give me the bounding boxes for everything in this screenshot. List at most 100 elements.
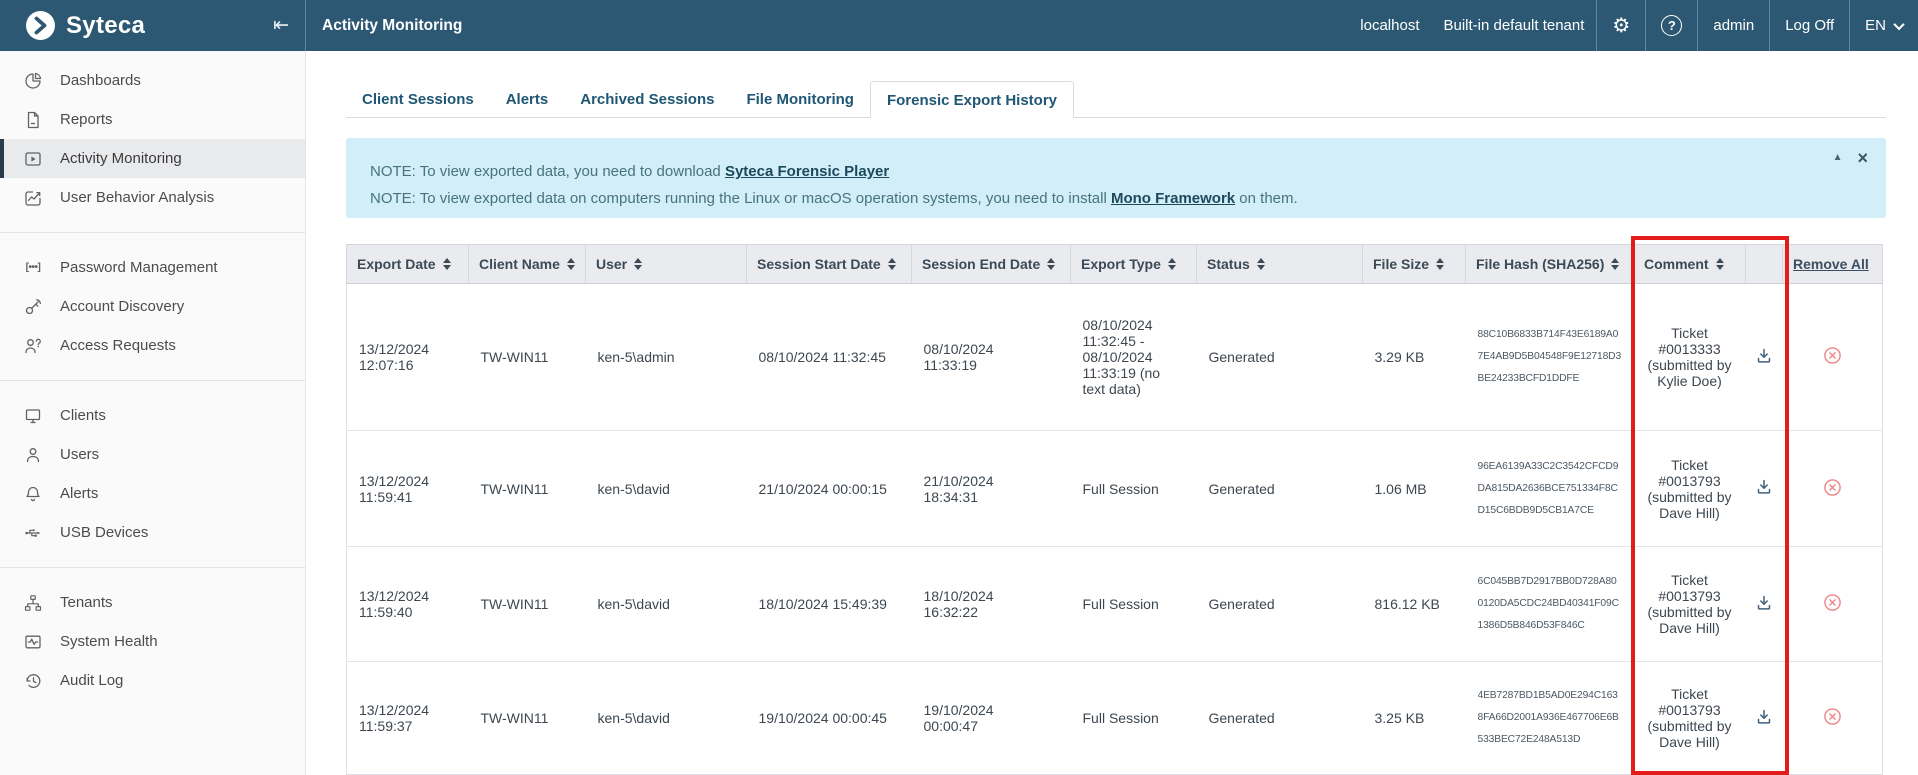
table-row: 13/12/2024 11:59:41 TW-WIN11 ken-5\david… xyxy=(346,430,1883,547)
col-header-comment[interactable]: Comment xyxy=(1633,244,1746,284)
status-cell: Generated xyxy=(1196,661,1363,775)
user-cell: ken-5\david xyxy=(585,430,747,547)
sort-icon xyxy=(634,258,643,270)
language-selector[interactable]: EN xyxy=(1850,0,1918,51)
col-header-export-type[interactable]: Export Type xyxy=(1070,244,1197,284)
download-icon[interactable] xyxy=(1755,478,1773,496)
syteca-logo-icon xyxy=(26,11,55,40)
col-header-user[interactable]: User xyxy=(585,244,747,284)
client-name-cell: TW-WIN11 xyxy=(468,546,586,662)
col-header-session-start-date[interactable]: Session Start Date xyxy=(746,244,912,284)
tab-alerts[interactable]: Alerts xyxy=(505,90,549,108)
divider xyxy=(1596,0,1598,51)
session-start-cell: 19/10/2024 00:00:45 xyxy=(746,661,912,775)
sort-icon xyxy=(1715,258,1724,270)
remove-icon[interactable] xyxy=(1823,593,1842,612)
tab-file-monitoring[interactable]: File Monitoring xyxy=(746,90,854,108)
sidebar-item-label: Audit Log xyxy=(60,672,124,689)
key-icon xyxy=(22,298,44,316)
sidebar-item-account-discovery[interactable]: Account Discovery xyxy=(0,287,305,326)
download-icon[interactable] xyxy=(1755,708,1773,726)
logoff-button[interactable]: Log Off xyxy=(1785,17,1835,34)
tab-client-sessions[interactable]: Client Sessions xyxy=(362,90,474,108)
sidebar-item-password-management[interactable]: [•••] Password Management xyxy=(0,248,305,287)
session-end-cell: 08/10/2024 11:33:19 xyxy=(923,341,994,373)
remove-all-link[interactable]: Remove All xyxy=(1793,256,1869,272)
remove-all-header: Remove All xyxy=(1782,244,1883,284)
forensic-player-link[interactable]: Syteca Forensic Player xyxy=(724,163,890,180)
person-icon xyxy=(22,446,44,464)
session-end-cell: 19/10/2024 00:00:47 xyxy=(923,702,994,734)
remove-icon[interactable] xyxy=(1823,346,1842,365)
sidebar-item-label: Reports xyxy=(60,111,113,128)
remove-icon[interactable] xyxy=(1823,707,1842,726)
usb-icon xyxy=(22,524,44,542)
col-header-export-date[interactable]: Export Date xyxy=(346,244,469,284)
help-button[interactable]: ? xyxy=(1646,0,1697,51)
divider xyxy=(1697,0,1699,51)
sort-icon xyxy=(887,258,896,270)
topbar-right: localhost Built-in default tenant ⚙ ? ad… xyxy=(1348,0,1918,51)
sidebar-collapse-icon[interactable]: ⇤ xyxy=(273,15,289,36)
content-area: Client Sessions Alerts Archived Sessions… xyxy=(306,51,1918,775)
table-row: 13/12/2024 11:59:40 TW-WIN11 ken-5\david… xyxy=(346,546,1883,662)
export-history-table: Export Date Client Name User Session Sta… xyxy=(346,244,1883,775)
sidebar-divider xyxy=(0,567,305,568)
user-menu[interactable]: admin xyxy=(1713,17,1755,34)
comment-cell: Ticket #0013793 (submitted by Dave Hill) xyxy=(1633,546,1746,662)
sidebar-item-clients[interactable]: Clients xyxy=(0,396,305,435)
sort-icon xyxy=(1047,258,1056,270)
remove-icon[interactable] xyxy=(1823,478,1842,497)
collapse-note-icon[interactable]: ▲ xyxy=(1832,152,1843,163)
close-note-icon[interactable]: × xyxy=(1857,147,1868,168)
sidebar-item-usb-devices[interactable]: USB Devices xyxy=(0,513,305,552)
sidebar-item-users[interactable]: Users xyxy=(0,435,305,474)
note-banner: ▲ × NOTE: To view exported data, you nee… xyxy=(346,138,1886,218)
sidebar-item-alerts[interactable]: Alerts xyxy=(0,474,305,513)
sort-icon xyxy=(566,258,575,270)
export-type-cell: 08/10/2024 11:32:45 - 08/10/2024 11:33:1… xyxy=(1070,283,1197,431)
sidebar-item-reports[interactable]: Reports xyxy=(0,100,305,139)
export-type-cell: Full Session xyxy=(1070,430,1197,547)
sidebar-item-user-behavior-analysis[interactable]: User Behavior Analysis xyxy=(0,178,305,217)
table-header-row: Export Date Client Name User Session Sta… xyxy=(346,244,1883,284)
col-header-status[interactable]: Status xyxy=(1196,244,1363,284)
sidebar-item-tenants[interactable]: Tenants xyxy=(0,583,305,622)
sort-icon xyxy=(1256,258,1265,270)
pulse-screen-icon xyxy=(22,633,44,651)
sidebar-item-system-health[interactable]: System Health xyxy=(0,622,305,661)
download-icon[interactable] xyxy=(1755,347,1773,365)
tenant-label: Built-in default tenant xyxy=(1443,17,1585,34)
table-row: 13/12/2024 11:59:37 TW-WIN11 ken-5\david… xyxy=(346,661,1883,775)
sidebar-item-activity-monitoring[interactable]: Activity Monitoring xyxy=(0,139,305,178)
sidebar-item-label: User Behavior Analysis xyxy=(60,189,215,206)
sidebar-item-label: Password Management xyxy=(60,259,218,276)
sidebar-item-access-requests[interactable]: Access Requests xyxy=(0,326,305,365)
chevron-down-icon xyxy=(1893,18,1905,30)
sidebar-item-label: System Health xyxy=(60,633,158,650)
col-header-file-size[interactable]: File Size xyxy=(1362,244,1466,284)
download-icon[interactable] xyxy=(1755,594,1773,612)
divider xyxy=(1769,0,1771,51)
settings-button[interactable]: ⚙ xyxy=(1597,0,1645,51)
help-icon: ? xyxy=(1661,15,1683,36)
sidebar-item-label: Tenants xyxy=(60,594,113,611)
divider xyxy=(1645,0,1647,51)
sort-icon xyxy=(1167,258,1176,270)
sidebar-item-dashboards[interactable]: Dashboards xyxy=(0,61,305,100)
col-header-client-name[interactable]: Client Name xyxy=(468,244,586,284)
sidebar-item-label: Account Discovery xyxy=(60,298,185,315)
col-header-session-end-date[interactable]: Session End Date xyxy=(911,244,1071,284)
mono-framework-link[interactable]: Mono Framework xyxy=(1110,190,1236,207)
note-text: NOTE: To view exported data, you need to… xyxy=(370,163,725,180)
page-title: Activity Monitoring xyxy=(322,16,463,34)
sidebar-item-audit-log[interactable]: Audit Log xyxy=(0,661,305,700)
comment-cell: Ticket #0013793 (submitted by Dave Hill) xyxy=(1633,661,1746,775)
history-clock-icon xyxy=(22,672,44,690)
client-name-cell: TW-WIN11 xyxy=(468,283,586,431)
note-actions: ▲ × xyxy=(1833,144,1868,171)
note-line-1: NOTE: To view exported data, you need to… xyxy=(370,158,1862,185)
tab-archived-sessions[interactable]: Archived Sessions xyxy=(580,90,715,108)
col-header-file-hash[interactable]: File Hash (SHA256) xyxy=(1465,244,1634,284)
tab-forensic-export-history[interactable]: Forensic Export History xyxy=(869,81,1074,118)
